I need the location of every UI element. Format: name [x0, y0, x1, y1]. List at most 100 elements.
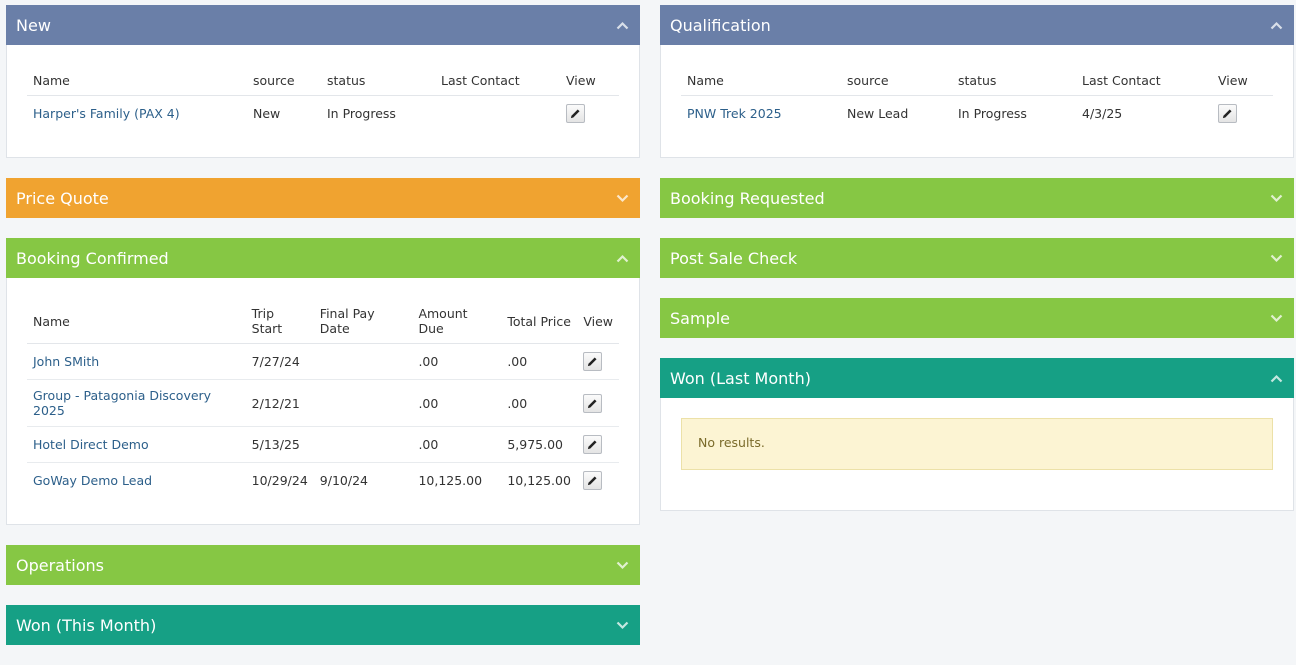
source-cell: New Lead [847, 106, 909, 121]
panel-title: Price Quote [16, 188, 109, 208]
table-header-row: Name source status Last Contact View [27, 65, 619, 96]
column-header: Name [27, 65, 247, 96]
column-header: Total Price [501, 298, 578, 344]
column-header: Final Pay Date [313, 298, 413, 344]
column-header: status [952, 65, 1076, 96]
chevron-down-icon[interactable] [1268, 310, 1284, 326]
pencil-icon [588, 476, 597, 486]
lead-name-link[interactable]: Harper's Family (PAX 4) [33, 106, 180, 121]
column-header: source [841, 65, 952, 96]
panel-booking-confirmed: Booking Confirmed Name Trip Start Final … [6, 238, 640, 525]
lead-name-link[interactable]: PNW Trek 2025 [687, 106, 782, 121]
new-table: Name source status Last Contact View Har… [27, 65, 619, 131]
last-contact-cell [435, 96, 560, 132]
trip-start-cell: 7/27/24 [245, 343, 314, 380]
trip-start-cell: 5/13/25 [245, 426, 314, 463]
panel-qualification-body: Name source status Last Contact View PNW… [660, 45, 1294, 158]
view-edit-button[interactable] [566, 104, 585, 123]
panel-title: Won (This Month) [16, 615, 157, 635]
pencil-icon [570, 109, 580, 119]
panel-post-sale-check-header[interactable]: Post Sale Check [660, 238, 1294, 278]
status-cell: In Progress [327, 106, 396, 121]
chevron-up-icon[interactable] [1268, 370, 1284, 386]
column-header: source [247, 65, 321, 96]
amount-due-cell: 10,125.00 [418, 473, 483, 488]
pencil-icon [1222, 109, 1232, 119]
column-header: Last Contact [1076, 65, 1212, 96]
panel-price-quote-header[interactable]: Price Quote [6, 178, 640, 218]
panel-title: Booking Confirmed [16, 248, 169, 268]
panel-price-quote: Price Quote [6, 178, 640, 218]
panel-booking-confirmed-body: Name Trip Start Final Pay Date Amount Du… [6, 278, 640, 525]
qualification-table: Name source status Last Contact View PNW… [681, 65, 1273, 131]
table-header-row: Name source status Last Contact View [681, 65, 1273, 96]
table-row: Hotel Direct Demo 5/13/25 .00 5,975.00 [27, 426, 619, 463]
chevron-down-icon[interactable] [1268, 250, 1284, 266]
table-row: GoWay Demo Lead 10/29/24 9/10/24 10,125.… [27, 463, 619, 499]
booking-name-link[interactable]: Hotel Direct Demo [33, 437, 149, 452]
source-cell: New [253, 106, 281, 121]
view-edit-button[interactable] [583, 471, 603, 490]
panel-title: Post Sale Check [670, 248, 798, 268]
amount-due-cell: .00 [412, 343, 502, 380]
column-header: View [577, 298, 619, 344]
column-header: View [560, 65, 619, 96]
column-header: Name [27, 298, 246, 344]
booking-confirmed-table: Name Trip Start Final Pay Date Amount Du… [27, 298, 619, 498]
booking-name-link[interactable]: Group - Patagonia Discovery 2025 [33, 388, 212, 418]
panel-won-last-month-header[interactable]: Won (Last Month) [660, 358, 1294, 398]
chevron-down-icon[interactable] [1268, 190, 1284, 206]
right-column: Qualification Name source status Last Co… [660, 5, 1294, 531]
panel-operations: Operations [6, 545, 640, 585]
booking-name-link[interactable]: John SMith [33, 354, 100, 369]
panel-new-header[interactable]: New [6, 5, 640, 45]
panel-booking-confirmed-header[interactable]: Booking Confirmed [6, 238, 640, 278]
column-header: Amount Due [412, 298, 502, 344]
table-row: Harper's Family (PAX 4) New In Progress [27, 96, 619, 132]
panel-qualification-header[interactable]: Qualification [660, 5, 1294, 45]
panel-new-body: Name source status Last Contact View Har… [6, 45, 640, 158]
panel-title: Booking Requested [670, 188, 825, 208]
view-edit-button[interactable] [583, 352, 603, 371]
panel-title: Qualification [670, 15, 771, 35]
pencil-icon [588, 398, 597, 408]
panel-title: Won (Last Month) [670, 368, 811, 388]
no-results-alert: No results. [681, 418, 1273, 470]
final-pay-date-cell [313, 379, 413, 427]
panel-won-this-month-header[interactable]: Won (This Month) [6, 605, 640, 645]
chevron-up-icon[interactable] [1268, 17, 1284, 33]
column-header: status [321, 65, 435, 96]
amount-due-cell: .00 [412, 426, 502, 463]
view-edit-button[interactable] [1218, 104, 1237, 123]
column-header: Trip Start [245, 298, 314, 344]
final-pay-date-cell [313, 343, 413, 380]
panel-won-this-month: Won (This Month) [6, 605, 640, 645]
panel-title: New [16, 15, 51, 35]
view-edit-button[interactable] [583, 435, 603, 454]
table-row: Group - Patagonia Discovery 2025 2/12/21… [27, 379, 619, 427]
panel-new: New Name source status Last Contact View… [6, 5, 640, 158]
column-header: Last Contact [435, 65, 560, 96]
final-pay-date-cell: 9/10/24 [319, 473, 368, 488]
panel-won-last-month-body: No results. [660, 398, 1294, 511]
chevron-down-icon[interactable] [614, 617, 630, 633]
amount-due-cell: .00 [412, 379, 502, 427]
column-header: View [1212, 65, 1273, 96]
panel-operations-header[interactable]: Operations [6, 545, 640, 585]
trip-start-cell: 2/12/21 [245, 379, 314, 427]
total-price-cell: .00 [501, 379, 578, 427]
table-row: PNW Trek 2025 New Lead In Progress 4/3/2… [681, 96, 1273, 132]
panel-sample-header[interactable]: Sample [660, 298, 1294, 338]
chevron-up-icon[interactable] [614, 17, 630, 33]
total-price-cell: 10,125.00 [507, 473, 571, 488]
panel-booking-requested-header[interactable]: Booking Requested [660, 178, 1294, 218]
chevron-down-icon[interactable] [614, 557, 630, 573]
total-price-cell: .00 [501, 343, 578, 380]
panel-sample: Sample [660, 298, 1294, 338]
view-edit-button[interactable] [583, 393, 603, 413]
panel-title: Sample [670, 308, 730, 328]
chevron-up-icon[interactable] [614, 250, 630, 266]
booking-name-link[interactable]: GoWay Demo Lead [33, 473, 153, 488]
last-contact-cell: 4/3/25 [1082, 106, 1123, 121]
chevron-down-icon[interactable] [614, 190, 630, 206]
